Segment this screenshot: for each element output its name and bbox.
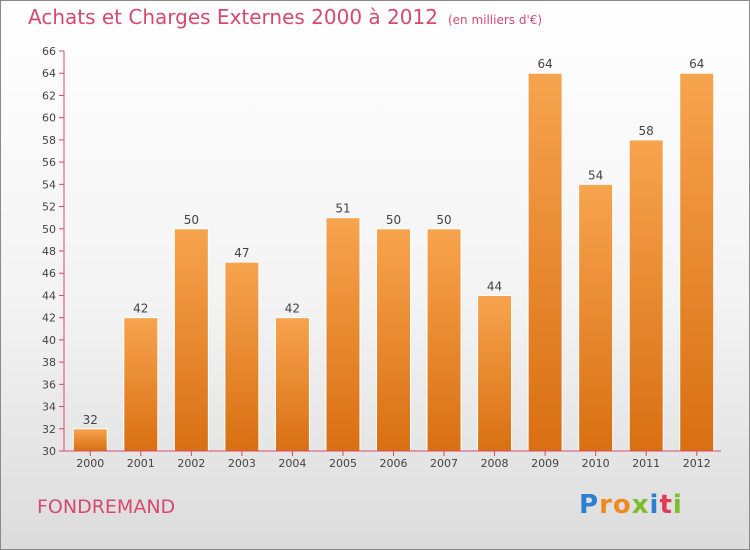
chart-subtitle: (en milliers d'€) bbox=[447, 13, 543, 27]
y-tick-label-62: 62 bbox=[42, 89, 56, 102]
x-tick-label-2004: 2004 bbox=[278, 457, 306, 470]
bar-2000 bbox=[72, 428, 108, 452]
data-label-2007: 50 bbox=[436, 213, 451, 227]
logo-letter: r bbox=[599, 490, 613, 520]
bar-2011 bbox=[628, 139, 664, 452]
data-label-2009: 64 bbox=[537, 57, 552, 71]
x-tick-label-2007: 2007 bbox=[430, 457, 458, 470]
x-tick-label-2005: 2005 bbox=[329, 457, 357, 470]
data-label-2011: 58 bbox=[639, 124, 654, 138]
proxiti-logo: Proxiti bbox=[579, 490, 683, 520]
chart-title-block: Achats et Charges Externes 2000 à 2012 (e… bbox=[28, 5, 542, 29]
x-tick-label-2001: 2001 bbox=[127, 457, 155, 470]
x-tick-label-2000: 2000 bbox=[76, 457, 104, 470]
x-tick-label-2003: 2003 bbox=[228, 457, 256, 470]
y-tick-label-54: 54 bbox=[42, 178, 56, 191]
bar-2008 bbox=[477, 294, 513, 452]
bar-2004 bbox=[274, 317, 310, 452]
x-tick-label-2011: 2011 bbox=[632, 457, 660, 470]
logo-letter: o bbox=[612, 490, 632, 520]
bar-2003 bbox=[224, 261, 260, 452]
logo-letter: t bbox=[659, 490, 673, 520]
x-tick-label-2008: 2008 bbox=[481, 457, 509, 470]
bar-2005 bbox=[325, 217, 361, 452]
bar-2002 bbox=[173, 228, 209, 452]
x-tick-label-2006: 2006 bbox=[380, 457, 408, 470]
logo-letter: x bbox=[631, 490, 650, 520]
bar-2009 bbox=[527, 72, 563, 452]
y-tick-label-56: 56 bbox=[42, 156, 56, 169]
data-label-2003: 47 bbox=[234, 246, 249, 260]
y-tick-label-60: 60 bbox=[42, 112, 56, 125]
y-tick-label-50: 50 bbox=[42, 223, 56, 236]
labels-group: 32 2000 42 2001 50 2002 47 2003 42 2004 51 2005 50 20… bbox=[42, 45, 711, 470]
y-tick-label-46: 46 bbox=[42, 267, 56, 280]
axes-group bbox=[59, 50, 721, 456]
y-tick-label-52: 52 bbox=[42, 201, 56, 214]
y-tick-label-40: 40 bbox=[42, 334, 56, 347]
y-tick-label-34: 34 bbox=[42, 401, 56, 414]
y-tick-label-42: 42 bbox=[42, 312, 56, 325]
bar-2001 bbox=[123, 317, 159, 452]
y-tick-label-32: 32 bbox=[42, 423, 56, 436]
data-label-2008: 44 bbox=[487, 279, 502, 293]
data-label-2005: 51 bbox=[335, 202, 350, 216]
data-label-2000: 32 bbox=[83, 413, 98, 427]
y-tick-label-66: 66 bbox=[42, 45, 56, 58]
chart-title: Achats et Charges Externes 2000 à 2012 bbox=[28, 5, 438, 29]
data-label-2001: 42 bbox=[133, 302, 148, 316]
data-label-2004: 42 bbox=[285, 302, 300, 316]
bars-group bbox=[72, 72, 715, 452]
bar-2007 bbox=[426, 228, 462, 452]
data-label-2012: 64 bbox=[689, 57, 704, 71]
x-tick-label-2009: 2009 bbox=[531, 457, 559, 470]
bar-2006 bbox=[376, 228, 411, 452]
x-tick-label-2002: 2002 bbox=[177, 457, 205, 470]
y-tick-label-38: 38 bbox=[42, 356, 56, 369]
bar-2010 bbox=[578, 183, 614, 452]
y-tick-label-36: 36 bbox=[42, 378, 56, 391]
place-name: FONDREMAND bbox=[37, 496, 176, 518]
data-label-2002: 50 bbox=[184, 213, 199, 227]
data-label-2006: 50 bbox=[386, 213, 401, 227]
data-label-2010: 54 bbox=[588, 168, 603, 182]
logo-letter: i bbox=[649, 490, 660, 520]
logo-letter: i bbox=[672, 490, 683, 520]
x-tick-label-2010: 2010 bbox=[582, 457, 610, 470]
x-tick-label-2012: 2012 bbox=[683, 457, 711, 470]
y-tick-label-58: 58 bbox=[42, 134, 56, 147]
logo-letter: P bbox=[579, 490, 600, 520]
bar-2012 bbox=[679, 72, 715, 452]
y-tick-label-48: 48 bbox=[42, 245, 56, 258]
y-tick-label-44: 44 bbox=[42, 289, 56, 302]
y-tick-label-30: 30 bbox=[42, 445, 56, 458]
y-tick-label-64: 64 bbox=[42, 67, 56, 80]
